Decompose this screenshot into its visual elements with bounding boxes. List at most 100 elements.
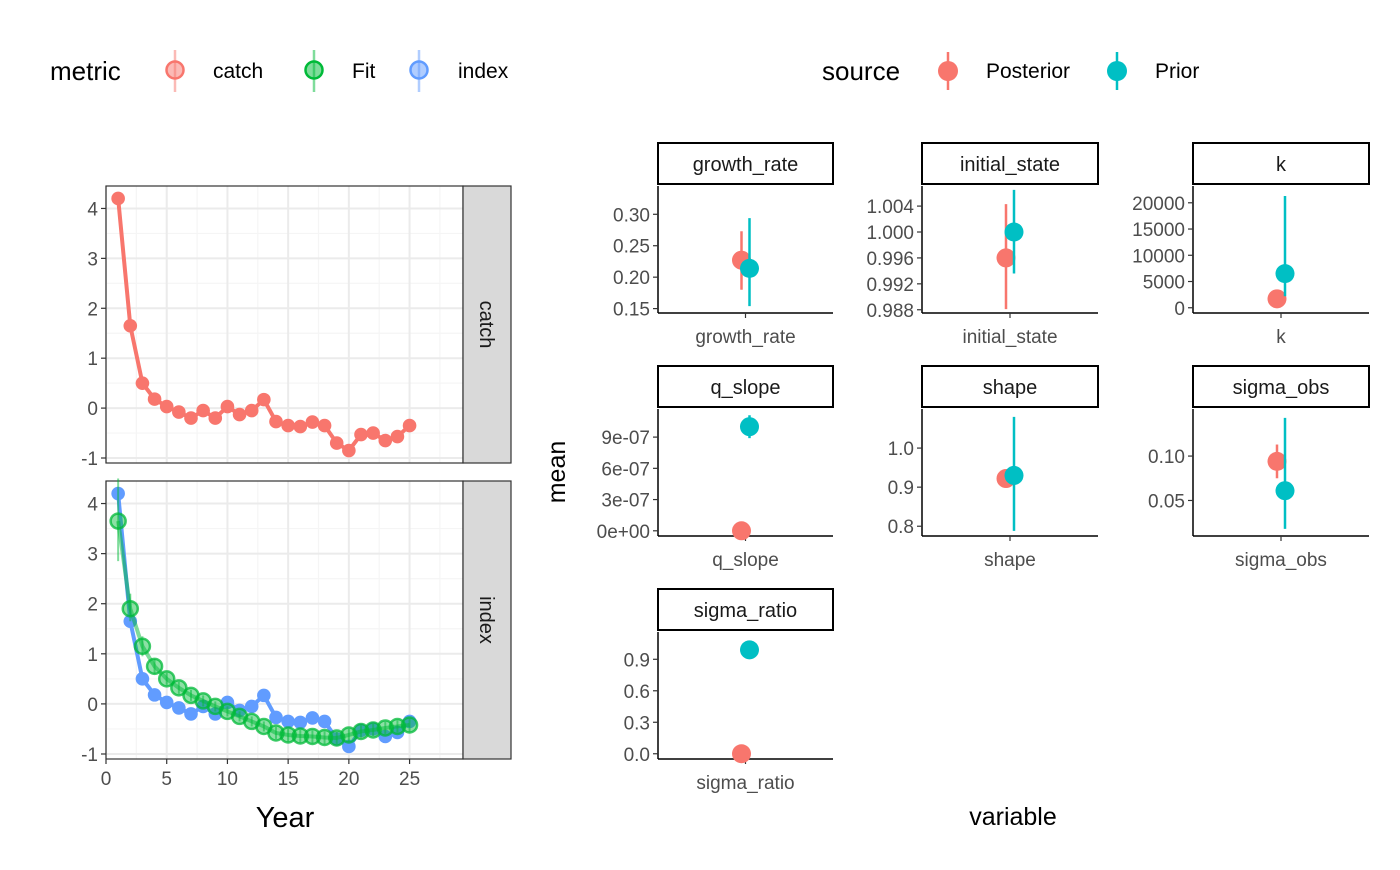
facet-sigma_obs: sigma_obs 0.05 0.10 sigma_obs <box>1148 365 1370 571</box>
y-tick-label: 1.000 <box>866 223 914 244</box>
x-tick-label: 5 <box>161 769 172 790</box>
facet-strip-label: catch <box>475 301 497 349</box>
y-tick-label: 0e+00 <box>597 522 650 543</box>
data-point-catch <box>366 426 380 440</box>
y-tick-label: 0.30 <box>613 205 650 226</box>
y-tick-label: 2 <box>87 299 98 320</box>
facet-k: k 0 5000 10000 15000 20000 k <box>1132 142 1370 348</box>
data-point-index <box>317 714 332 729</box>
x-tick-label: sigma_ratio <box>696 773 794 794</box>
facet-strip-label: growth_rate <box>693 154 799 176</box>
facet-strip <box>921 365 1099 408</box>
facet-strip-label: sigma_ratio <box>694 600 797 622</box>
facet-strip <box>462 480 512 760</box>
data-point-catch <box>220 399 235 414</box>
series-line-fit <box>116 520 410 740</box>
facet-strip <box>657 365 834 408</box>
y-tick-label: 0.8 <box>888 517 914 538</box>
facet-strip <box>462 185 512 464</box>
y-tick-label: 1 <box>87 645 98 666</box>
point-prior <box>1275 481 1295 501</box>
y-tick-label: 4 <box>87 495 98 516</box>
y-tick-label: 0.25 <box>613 237 650 258</box>
data-point-index <box>135 672 150 686</box>
data-point-catch <box>208 411 223 425</box>
metric-legend: metric catch Fit index <box>50 50 509 92</box>
data-point-fit <box>145 657 164 676</box>
facet-sigma_ratio: sigma_ratio 0.0 0.3 0.6 0.9 sigma_ratio <box>624 588 834 794</box>
facet-index: index -1 0 1 2 3 4 <box>81 478 512 766</box>
data-point-index <box>293 715 308 730</box>
facet-initial_state: initial_state 0.988 0.992 0.996 1.000 1.004 in… <box>866 142 1099 348</box>
facet-strip-label: index <box>475 596 497 644</box>
y-tick-label: 3 <box>87 545 98 566</box>
data-point-catch <box>135 376 150 390</box>
y-tick-label: 0.9 <box>888 478 914 499</box>
data-point-catch <box>354 427 368 442</box>
y-tick-label: 0.15 <box>613 300 650 321</box>
data-point-fit <box>121 599 140 618</box>
facet-strip-label: sigma_obs <box>1233 377 1330 399</box>
facet-strip <box>657 588 834 631</box>
metric-legend-title: metric <box>50 56 121 86</box>
legend-key-fit-point <box>304 60 324 80</box>
x-tick-label: k <box>1276 327 1286 348</box>
x-tick-label: 15 <box>278 769 299 790</box>
data-point-catch <box>147 392 162 406</box>
facet-q_slope: q_slope 0e+00 3e-07 6e-07 9e-07 q_slope <box>597 365 834 571</box>
data-point-catch <box>184 411 198 425</box>
y-tick-label: 0 <box>87 399 98 420</box>
y-tick-label: 6e-07 <box>601 459 650 480</box>
x-axis-title-variable: variable <box>969 803 1057 831</box>
data-point-catch <box>305 415 320 429</box>
y-tick-label: 0.05 <box>1148 491 1185 512</box>
y-tick-label: 3e-07 <box>601 491 650 512</box>
data-point-index <box>342 739 356 754</box>
data-point-fit <box>400 716 419 734</box>
point-prior <box>1004 465 1024 485</box>
point-prior <box>740 640 759 660</box>
x-tick-label: 25 <box>399 769 420 790</box>
x-tick-label: sigma_obs <box>1235 550 1327 571</box>
data-point-fit <box>133 637 152 656</box>
facet-strip-label: q_slope <box>710 377 780 399</box>
y-tick-label: 0.0 <box>624 745 650 766</box>
facet-strip-label: initial_state <box>960 154 1060 176</box>
data-point-catch <box>281 418 295 433</box>
data-point-index <box>281 714 295 729</box>
data-point-catch <box>244 403 259 418</box>
y-tick-label: 2 <box>87 595 98 616</box>
facet-catch: catch -1 0 1 2 3 4 <box>81 185 512 470</box>
data-point-catch <box>159 399 174 414</box>
data-point-index <box>172 701 186 715</box>
y-tick-label: 10000 <box>1132 246 1185 267</box>
data-point-catch <box>342 443 356 458</box>
legend-key-prior-point <box>1107 61 1127 81</box>
y-tick-label: 1.0 <box>888 439 914 460</box>
point-prior <box>740 417 759 437</box>
legend-label-prior: Prior <box>1155 60 1199 83</box>
data-point-catch <box>196 403 210 418</box>
data-point-index <box>184 707 198 721</box>
series-line-index <box>116 493 411 749</box>
x-tick-label: 0 <box>101 769 112 790</box>
data-point-fit <box>109 512 127 530</box>
parameter-panel: growth_rate0.150.200.250.30growth_ratein… <box>597 142 1370 794</box>
data-point-catch <box>293 419 308 434</box>
y-tick-label: 0.9 <box>624 650 650 671</box>
legend-key-index-point <box>409 60 429 80</box>
data-point-catch <box>402 418 417 433</box>
data-point-catch <box>172 405 186 419</box>
data-point-catch <box>111 191 125 206</box>
y-tick-label: -1 <box>81 449 98 470</box>
data-point-catch <box>329 436 344 450</box>
y-tick-label: 15000 <box>1132 220 1185 241</box>
y-tick-label: 1 <box>87 349 98 370</box>
y-tick-label: 0.992 <box>866 275 914 296</box>
point-posterior <box>1267 451 1287 471</box>
legend-label-posterior: Posterior <box>986 60 1070 83</box>
source-legend: source Posterior Prior <box>822 52 1199 90</box>
source-legend-title: source <box>822 56 900 86</box>
